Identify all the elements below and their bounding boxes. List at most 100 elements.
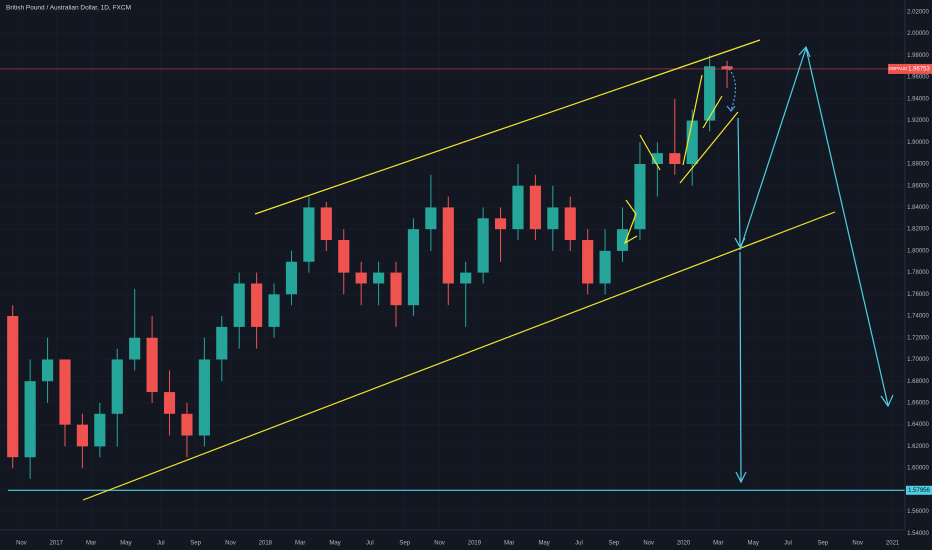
candle-body — [460, 272, 472, 284]
y-tick-label: 1.56000 — [907, 509, 929, 515]
x-tick-label: Nov — [434, 541, 445, 547]
x-tick-label: 2017 — [50, 541, 64, 547]
candle-body — [442, 207, 454, 284]
arrow-head — [880, 394, 894, 408]
candle-body — [721, 66, 733, 70]
arrow-down — [805, 47, 889, 406]
candles — [7, 55, 733, 479]
x-tick-label: Jul — [366, 541, 374, 547]
candle-body — [564, 207, 576, 241]
candle-body — [582, 240, 594, 284]
candle-body — [216, 326, 228, 360]
x-tick-label: Sep — [190, 541, 201, 547]
y-tick-label: 1.98000 — [907, 53, 929, 59]
candle-body — [390, 272, 402, 306]
levels — [0, 68, 905, 491]
candle-body — [59, 359, 71, 425]
y-tick-label: 1.68000 — [907, 379, 929, 385]
candle-body — [651, 153, 663, 164]
x-tick-label: May — [748, 541, 759, 547]
candle-body — [233, 283, 245, 327]
wedge-inner — [702, 95, 723, 129]
candle-body — [41, 359, 54, 382]
y-tick-label: 1.92000 — [907, 118, 929, 124]
arrow-head — [798, 45, 811, 58]
x-tick-label: Jul — [784, 541, 792, 547]
x-tick-label: Nov — [16, 541, 27, 547]
x-tick-label: 2020 — [677, 541, 691, 547]
candle-body — [529, 185, 541, 230]
x-tick-label: May — [329, 541, 340, 547]
trend-line — [623, 199, 638, 245]
candle-body — [320, 207, 332, 241]
x-tick-label: Sep — [818, 541, 829, 547]
support-box — [906, 485, 932, 495]
arrow-head — [735, 471, 747, 484]
y-tick-label: 1.80000 — [907, 248, 929, 254]
x-tick-label: Sep — [399, 541, 410, 547]
candle-body — [268, 294, 280, 327]
x-tick-label: May — [120, 541, 131, 547]
axes: 1.540001.560001.580001.600001.620001.640… — [16, 10, 932, 547]
candle-body — [163, 392, 176, 414]
candle-body — [24, 381, 36, 458]
y-tick-label: 1.54000 — [907, 531, 929, 537]
candle-body — [669, 153, 681, 164]
price-axis — [905, 0, 932, 550]
candle-body — [181, 413, 193, 436]
candle-body — [477, 218, 489, 273]
y-tick-label: 2.02000 — [907, 10, 929, 16]
y-tick-label: 1.66000 — [907, 401, 929, 407]
last-price-label: 1.96753 — [908, 67, 930, 73]
candle-body — [251, 283, 263, 327]
x-tick-label: 2019 — [468, 541, 482, 547]
arrow-down — [737, 117, 741, 247]
x-tick-label: Nov — [643, 541, 654, 547]
candle-body — [704, 66, 716, 121]
candle-body — [512, 185, 524, 230]
last-price-box — [888, 63, 932, 74]
y-tick-label: 1.86000 — [907, 183, 929, 189]
y-tick-label: 1.90000 — [907, 140, 929, 146]
projection-curve — [725, 65, 737, 111]
x-tick-label: 2018 — [259, 541, 273, 547]
candle-body — [494, 218, 507, 230]
candle-body — [407, 229, 420, 306]
candle-body — [599, 250, 611, 284]
x-tick-label: 2021 — [886, 541, 900, 547]
y-tick-label: 2.00000 — [907, 31, 929, 37]
y-tick-label: 1.82000 — [907, 227, 929, 233]
candle-body — [425, 207, 437, 230]
y-tick-label: 1.62000 — [907, 444, 929, 450]
symbol-label: GBPAUD — [889, 66, 908, 71]
y-tick-label: 1.76000 — [907, 292, 929, 298]
y-tick-label: 1.60000 — [907, 466, 929, 472]
y-tick-label: 1.70000 — [907, 357, 929, 363]
x-tick-label: Nov — [225, 541, 236, 547]
candle-body — [94, 413, 106, 447]
candle-body — [547, 207, 559, 230]
candle-body — [303, 207, 315, 262]
y-tick-label: 1.72000 — [907, 335, 929, 341]
candle-body — [355, 272, 367, 284]
candle-body — [686, 120, 698, 164]
candle-body — [285, 261, 298, 295]
candle-body — [616, 229, 629, 251]
y-tick-label: 1.74000 — [907, 314, 929, 320]
wedge-lower — [679, 111, 739, 184]
candle-body — [338, 240, 350, 273]
arrow-down — [739, 251, 742, 483]
y-tick-label: 1.88000 — [907, 162, 929, 168]
x-tick-label: Jul — [157, 541, 165, 547]
x-tick-label: Mar — [504, 541, 514, 547]
x-tick-label: Nov — [852, 541, 863, 547]
arrow-head — [726, 105, 736, 112]
x-tick-label: Jul — [575, 541, 583, 547]
arrow-up — [739, 47, 807, 251]
y-tick-label: 1.64000 — [907, 422, 929, 428]
candle-body — [198, 359, 210, 436]
candle-body — [129, 337, 141, 360]
x-tick-label: Mar — [86, 541, 96, 547]
support-label: 1.57956 — [908, 488, 930, 494]
channel-lower — [82, 211, 836, 501]
